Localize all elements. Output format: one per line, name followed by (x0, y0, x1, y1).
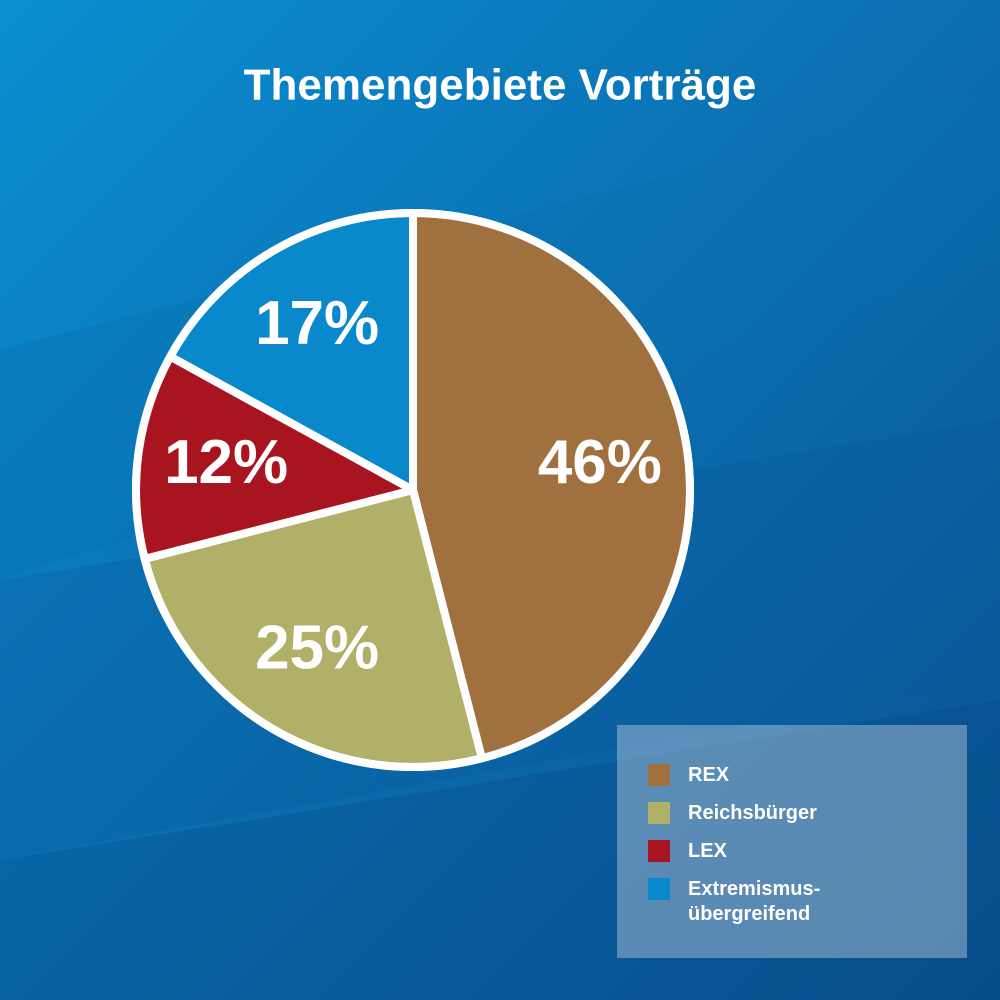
legend-item: LEX (648, 839, 967, 864)
legend-label: REX (688, 764, 730, 786)
legend-swatch (648, 802, 670, 824)
value-label: 25% (255, 614, 379, 683)
chart-title: Themengebiete Vorträge (244, 61, 757, 110)
legend-label: Extremismus-übergreifend (688, 878, 821, 925)
value-label: 17% (255, 289, 379, 358)
legend-label: LEX (688, 840, 727, 862)
pie-outline (132, 209, 694, 771)
value-label: 12% (164, 428, 288, 497)
legend-swatch (648, 840, 670, 862)
legend-swatch (648, 764, 670, 786)
legend-item: REX (648, 763, 967, 788)
legend-item: Extremismus-übergreifend (648, 877, 967, 927)
legend: REX Reichsbürger LEX Extremismus-übergreife… (617, 725, 967, 958)
legend-label: Reichsbürger (688, 802, 817, 824)
legend-swatch (648, 878, 670, 900)
legend-item: Reichsbürger (648, 801, 967, 826)
pie: 46% 25% 12% 17% (132, 209, 694, 771)
value-label: 46% (538, 428, 662, 497)
background-shape (0, 700, 1000, 1000)
